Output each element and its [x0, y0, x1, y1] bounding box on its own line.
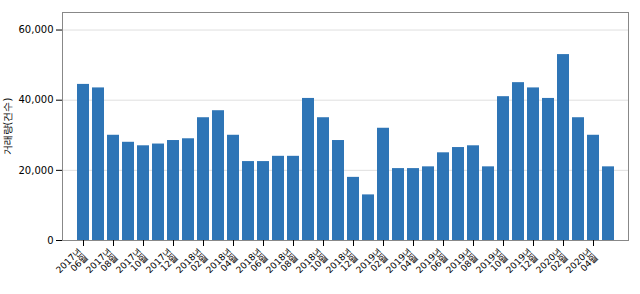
- svg-text:2020년04월: 2020년04월: [564, 246, 600, 282]
- svg-text:2017년10월: 2017년10월: [114, 246, 150, 282]
- svg-text:거래량(건수): 거래량(건수): [2, 98, 13, 156]
- svg-text:2018년08월: 2018년08월: [264, 246, 300, 282]
- svg-text:2018년12월: 2018년12월: [324, 246, 360, 282]
- svg-text:2019년04월: 2019년04월: [384, 246, 420, 282]
- svg-text:2019년12월: 2019년12월: [504, 246, 540, 282]
- svg-text:2019년10월: 2019년10월: [474, 246, 510, 282]
- svg-text:2017년12월: 2017년12월: [144, 246, 180, 282]
- svg-text:2018년04월: 2018년04월: [204, 246, 240, 282]
- svg-text:2018년06월: 2018년06월: [234, 246, 270, 282]
- svg-text:2019년08월: 2019년08월: [444, 246, 480, 282]
- svg-text:20,000: 20,000: [19, 165, 54, 176]
- svg-text:40,000: 40,000: [19, 94, 54, 105]
- svg-text:2017년06월: 2017년06월: [54, 246, 90, 282]
- svg-text:2020년02월: 2020년02월: [534, 246, 570, 282]
- svg-text:2017년08월: 2017년08월: [84, 246, 120, 282]
- svg-text:2018년02월: 2018년02월: [174, 246, 210, 282]
- svg-text:2018년10월: 2018년10월: [294, 246, 330, 282]
- svg-text:0: 0: [47, 235, 53, 246]
- svg-text:2019년06월: 2019년06월: [414, 246, 450, 282]
- svg-text:2019년02월: 2019년02월: [354, 246, 390, 282]
- svg-text:60,000: 60,000: [19, 24, 54, 35]
